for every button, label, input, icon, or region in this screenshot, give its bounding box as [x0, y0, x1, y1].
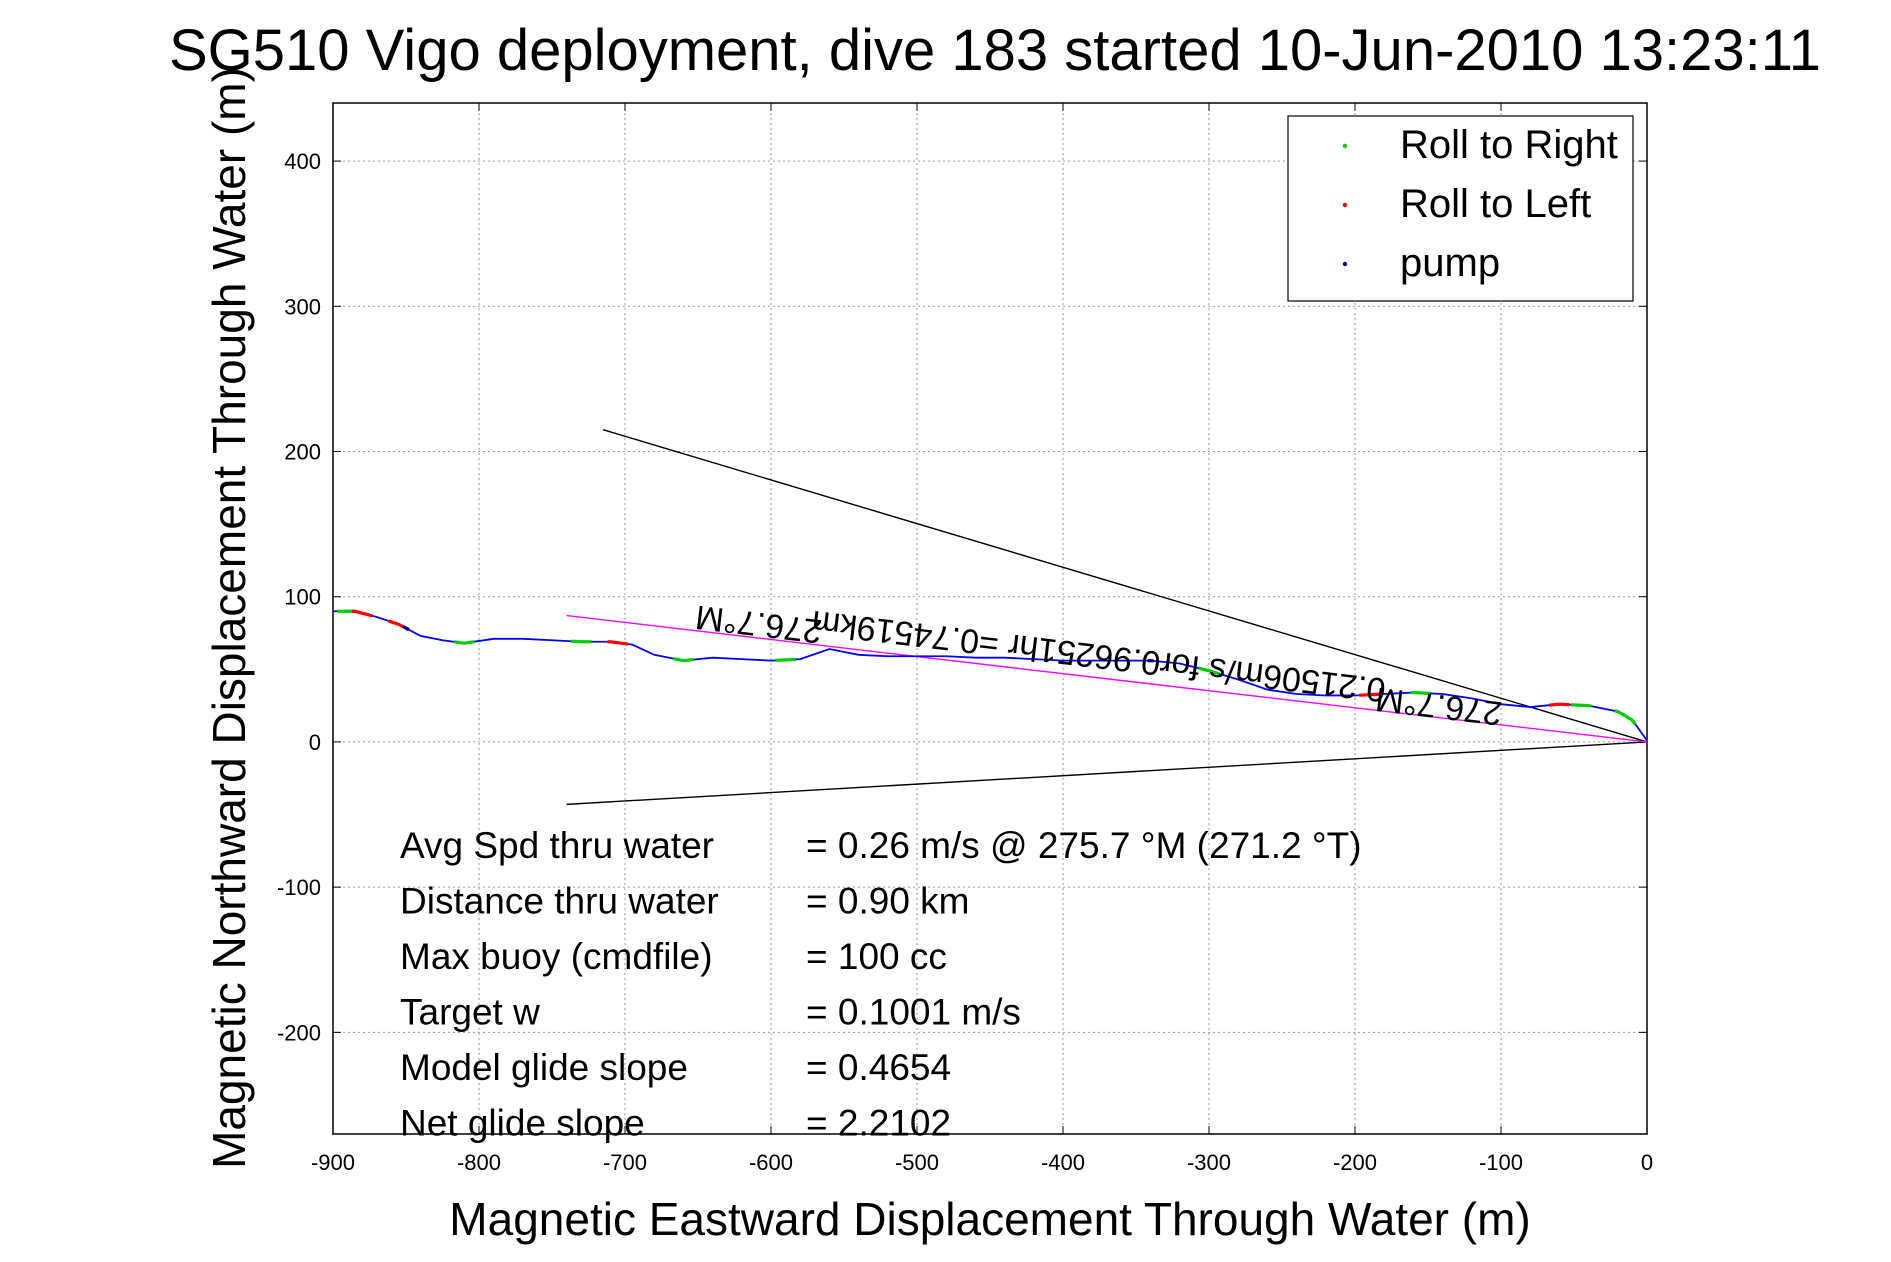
- y-tick-label: 100: [284, 585, 321, 610]
- stat-value: = 0.4654: [806, 1047, 951, 1088]
- stat-label: Avg Spd thru water: [400, 825, 714, 866]
- reference-line: [602, 429, 1648, 743]
- x-tick-label: -400: [1041, 1150, 1085, 1175]
- roll-right-marker: [775, 657, 796, 662]
- roll-right-marker: [1198, 666, 1220, 676]
- reference-lines: [566, 429, 1648, 806]
- grid-lines: [332, 103, 1648, 1134]
- x-tick-label: -700: [603, 1150, 647, 1175]
- roll-left-marker: [607, 640, 629, 646]
- y-tick-label: 0: [309, 730, 321, 755]
- x-tick-label: -200: [1333, 1150, 1377, 1175]
- stat-label: Distance thru water: [400, 881, 719, 922]
- roll-right-marker: [1410, 690, 1431, 696]
- roll-right-marker: [1614, 709, 1637, 726]
- stat-label: Target w: [400, 992, 540, 1033]
- stat-value: = 100 cc: [806, 936, 947, 977]
- legend-entry-label: Roll to Right: [1400, 123, 1618, 167]
- x-tick-label: -300: [1187, 1150, 1231, 1175]
- legend-entries: Roll to Right Roll to Left pump: [1342, 123, 1618, 285]
- x-axis-label: Magnetic Eastward Displacement Through W…: [449, 1193, 1530, 1245]
- y-tick-label: 300: [284, 294, 321, 319]
- marker-layer: [337, 609, 1637, 726]
- x-tick-label: 0: [1641, 1150, 1653, 1175]
- reference-line: [566, 741, 1648, 806]
- stats-block: Avg Spd thru water = 0.26 m/s @ 275.7 °M …: [400, 825, 1362, 1144]
- legend-marker: [1342, 261, 1348, 267]
- stat-value: = 0.26 m/s @ 275.7 °M (271.2 °T): [806, 825, 1362, 866]
- y-tick-labels: -200 -100 0 100 200 300 400: [277, 149, 321, 1045]
- legend-entry-label: pump: [1400, 241, 1500, 285]
- track-line: [333, 610, 1648, 742]
- x-tick-label: -600: [749, 1150, 793, 1175]
- legend-entry-label: Roll to Left: [1400, 182, 1591, 226]
- roll-right-marker: [1571, 703, 1592, 708]
- stat-label: Model glide slope: [400, 1047, 688, 1088]
- roll-left-marker: [351, 609, 373, 618]
- y-tick-label: 400: [284, 149, 321, 174]
- x-tick-label: -500: [895, 1150, 939, 1175]
- roll-right-marker: [672, 657, 694, 663]
- roll-left-marker: [1359, 692, 1380, 697]
- y-tick-label: 200: [284, 440, 321, 465]
- pump-marker: [402, 625, 410, 632]
- roll-right-marker: [570, 639, 592, 644]
- legend: Roll to Right Roll to Left pump: [1287, 115, 1634, 302]
- y-tick-label: -100: [277, 875, 321, 900]
- y-tick-label: -200: [277, 1020, 321, 1045]
- x-tick-label: -900: [311, 1150, 355, 1175]
- x-tick-labels: -900 -800 -700 -600 -500 -400 -300 -200 -100 0: [311, 1150, 1653, 1175]
- stat-label: Net glide slope: [400, 1103, 645, 1144]
- stat-value: = 0.1001 m/s: [806, 992, 1021, 1033]
- y-axis-label: Magnetic Northward Displacement Through …: [203, 67, 255, 1169]
- reference-line: [566, 614, 1648, 743]
- legend-marker: [1342, 143, 1348, 149]
- stat-label: Max buoy (cmdfile): [400, 936, 713, 977]
- chart-title: SG510 Vigo deployment, dive 183 started …: [169, 18, 1821, 83]
- x-tick-label: -100: [1479, 1150, 1523, 1175]
- stat-value: = 2.2102: [806, 1103, 951, 1144]
- legend-marker: [1342, 202, 1348, 208]
- roll-right-marker: [453, 640, 475, 645]
- roll-left-marker: [1549, 702, 1570, 707]
- stat-value: = 0.90 km: [806, 881, 970, 922]
- x-tick-label: -800: [457, 1150, 501, 1175]
- series-layer: [333, 610, 1648, 742]
